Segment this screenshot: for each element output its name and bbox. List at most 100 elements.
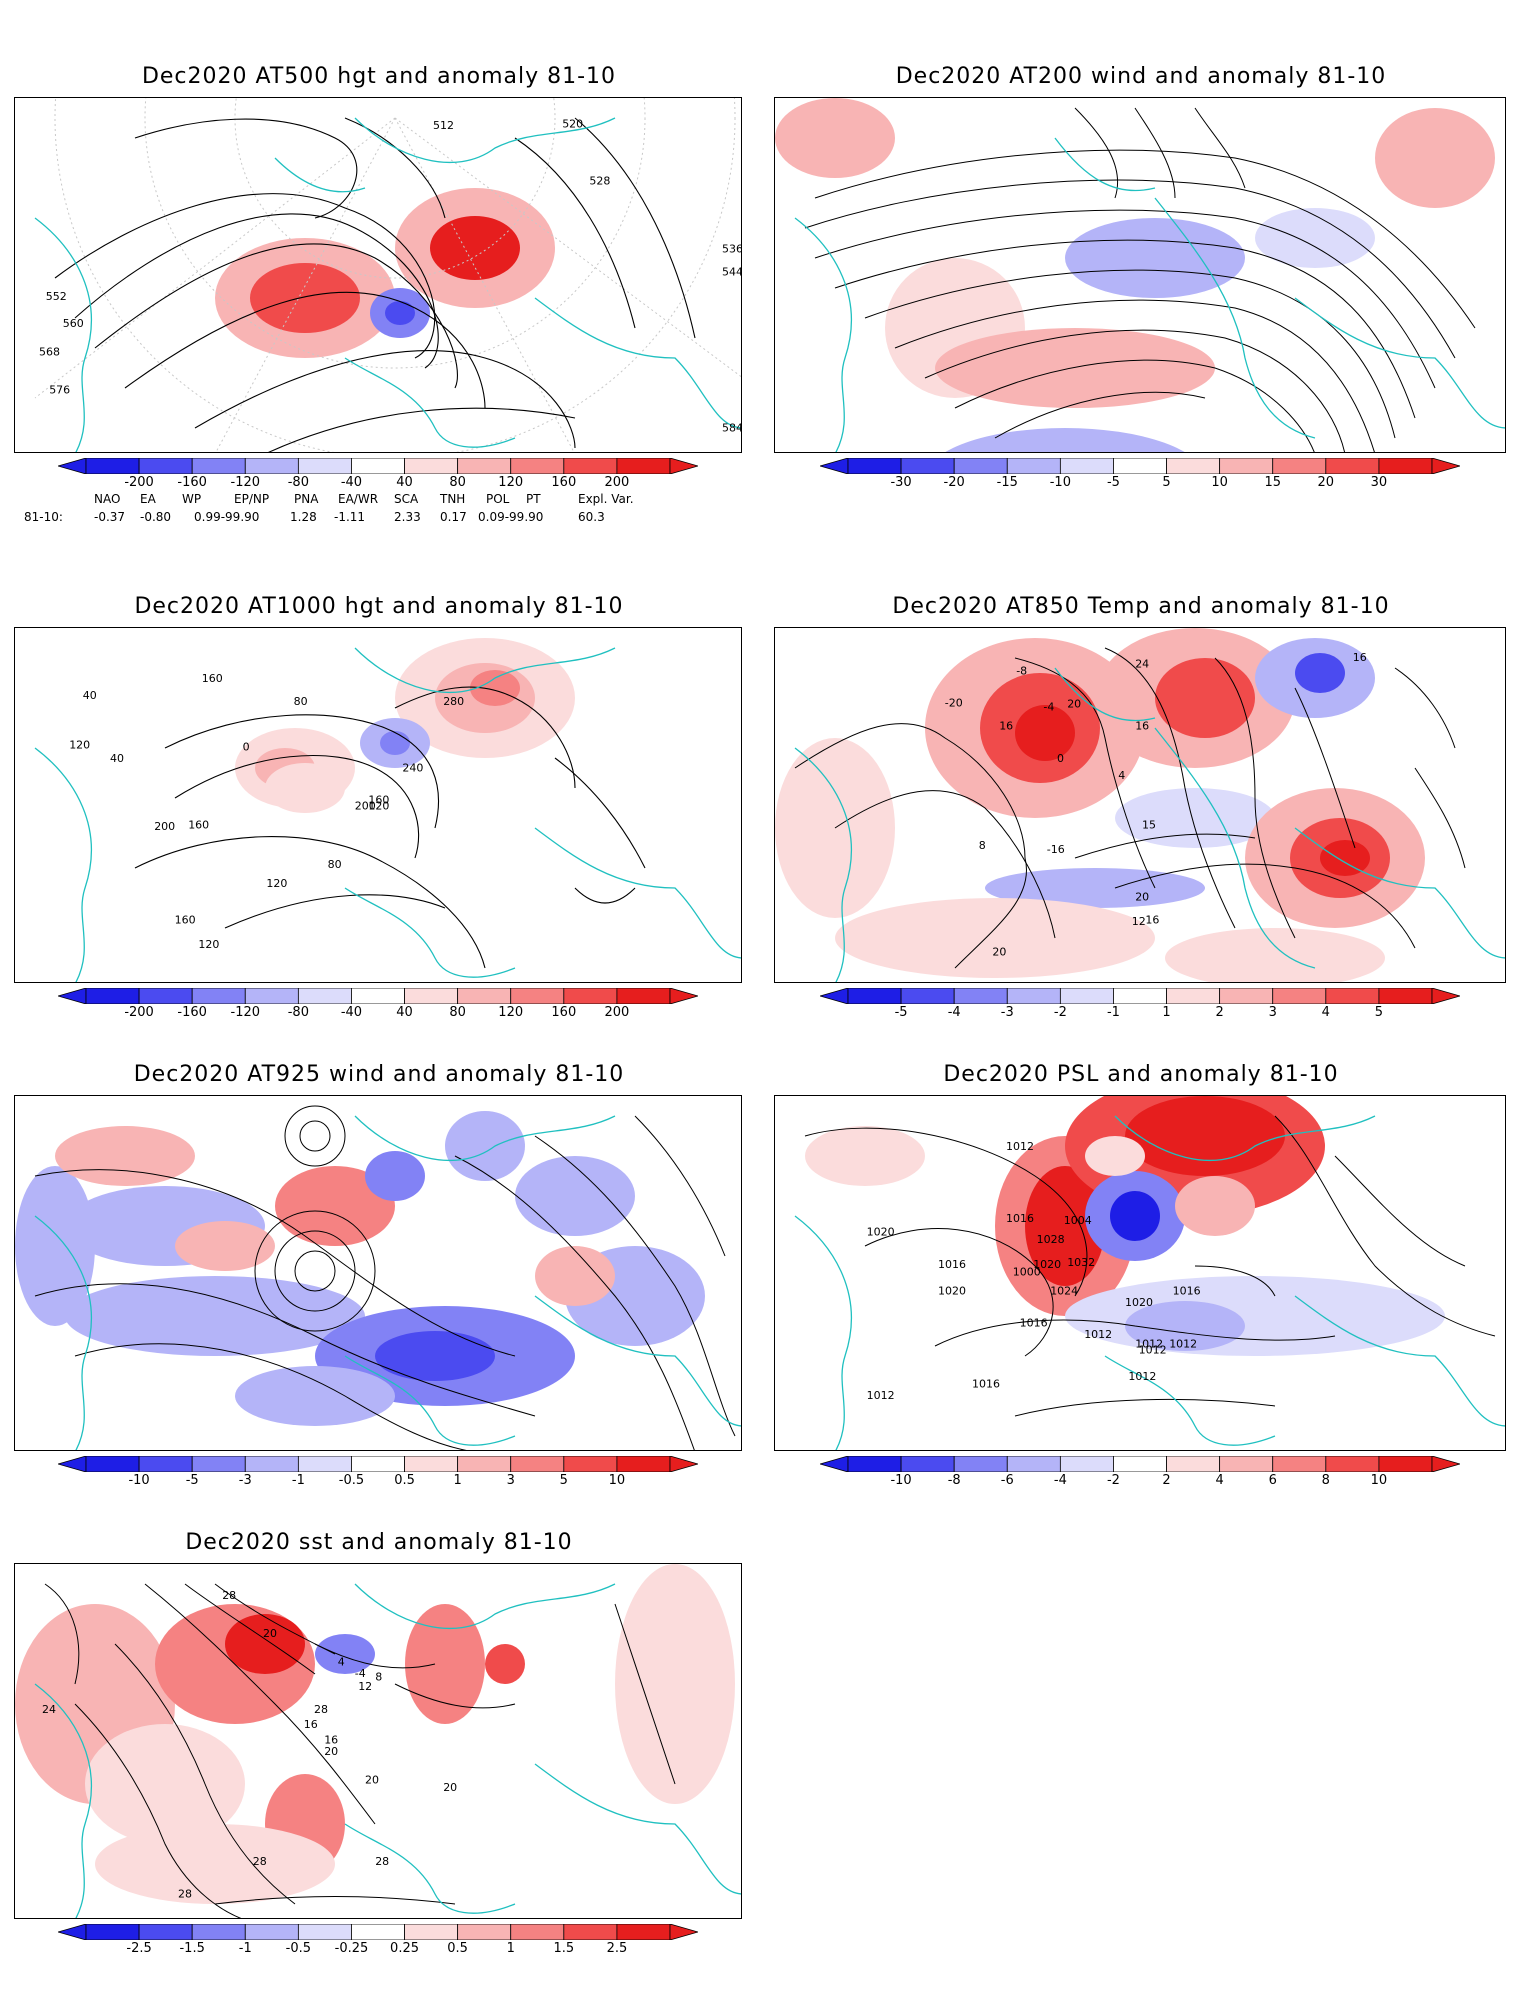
colorbar-segment <box>192 988 245 1004</box>
contour-label: 28 <box>375 1855 389 1868</box>
colorbar-label: 5 <box>560 1473 568 1488</box>
contour-label: 1020 <box>867 1226 895 1239</box>
contour-label: 520 <box>562 117 583 130</box>
colorbar-arrow-high <box>670 988 698 1004</box>
colorbar-segment <box>901 458 954 474</box>
colorbar-label: 40 <box>396 475 413 490</box>
contour-label: 1016 <box>938 1258 966 1271</box>
colorbar-arrow-low <box>820 988 848 1004</box>
colorbar-label: -10 <box>890 1473 911 1488</box>
contour-label: 120 <box>198 938 219 951</box>
colorbar-arrow-low <box>58 458 86 474</box>
colorbar-label: -4 <box>1054 1473 1067 1488</box>
colorbar-label: 4 <box>1322 1005 1330 1020</box>
teleconnection-header: EP/NP <box>234 492 269 506</box>
teleconnection-header: WP <box>182 492 201 506</box>
contour-label: 1016 <box>972 1378 1000 1391</box>
colorbar-segment <box>458 1924 511 1940</box>
contour-label: 560 <box>63 317 84 330</box>
colorbar-label: -8 <box>948 1473 961 1488</box>
colorbar-arrow-high <box>670 1456 698 1472</box>
teleconnection-value: -1.11 <box>334 510 365 524</box>
map-u925 <box>14 1095 742 1451</box>
colorbar-z500-svg <box>58 458 698 474</box>
colorbar-segment <box>1113 988 1166 1004</box>
contour-label: 80 <box>328 858 342 871</box>
map-svg-u925 <box>15 1096 742 1451</box>
contour-label: 240 <box>402 761 423 774</box>
colorbar-label: -5 <box>1107 475 1120 490</box>
contour-label: 40 <box>83 689 97 702</box>
teleconnection-header: NAO <box>94 492 120 506</box>
colorbar-segment <box>192 1924 245 1940</box>
colorbar-t850: -5 -4 -3 -2 -1 1 2 3 4 5 <box>820 988 1460 1004</box>
colorbar-segment <box>405 988 458 1004</box>
contour-label: 1004 <box>1064 1214 1092 1227</box>
colorbar-arrow-low <box>58 988 86 1004</box>
colorbar-u925: -10 -5 -3 -1 -0.5 0.5 1 3 5 10 <box>58 1456 698 1472</box>
colorbar-label: 160 <box>551 475 576 490</box>
contour-label: 15 <box>1142 818 1156 831</box>
contour-label: 28 <box>222 1589 236 1602</box>
colorbar-label: 20 <box>1318 475 1335 490</box>
map-psl: 1012 1016 1004 1020 1032 1028 1016 1000 1024 1020… <box>774 1095 1506 1451</box>
colorbar-segment <box>405 458 458 474</box>
colorbar-label: -80 <box>288 475 309 490</box>
contour-label: 280 <box>443 695 464 708</box>
colorbar-segment <box>86 1924 139 1940</box>
colorbar-label: 8 <box>1322 1473 1330 1488</box>
colorbar-label: -4 <box>948 1005 961 1020</box>
contour-label: 24 <box>1135 657 1149 670</box>
colorbar-label: -200 <box>124 1005 154 1020</box>
colorbar-z500: -200 -160 -120 -80 -40 40 80 120 160 200 <box>58 458 698 474</box>
colorbar-psl-svg <box>820 1456 1460 1472</box>
colorbar-label: 120 <box>498 475 523 490</box>
teleconnection-row-label: 81-10: <box>24 510 63 524</box>
colorbar-psl: -10 -8 -6 -4 -2 2 4 6 8 10 <box>820 1456 1460 1472</box>
colorbar-label: 200 <box>604 475 629 490</box>
colorbar-segment <box>245 988 298 1004</box>
contour-label: 16 <box>304 1718 318 1731</box>
colorbar-arrow-low <box>58 1456 86 1472</box>
colorbar-segment <box>1167 988 1220 1004</box>
colorbar-segment <box>1113 1456 1166 1472</box>
contour-label: 12 <box>1132 915 1146 928</box>
contour-label: 160 <box>188 818 209 831</box>
colorbar-label: -1 <box>239 1941 252 1956</box>
colorbar-segment <box>617 988 670 1004</box>
colorbar-segment <box>139 1456 192 1472</box>
colorbar-label: -200 <box>124 475 154 490</box>
colorbar-label: 10 <box>1211 475 1228 490</box>
colorbar-label: -1 <box>292 1473 305 1488</box>
contour-label: 1016 <box>1006 1212 1034 1225</box>
colorbar-segment <box>564 1456 617 1472</box>
teleconnection-header: SCA <box>394 492 418 506</box>
colorbar-label: -160 <box>177 475 207 490</box>
colorbar-segment <box>351 988 404 1004</box>
colorbar-label: 160 <box>551 1005 576 1020</box>
map-svg-t850: 16-8-20 -416 16041582012 16202420-16 <box>775 628 1506 983</box>
contour-label: 16 <box>1135 720 1149 733</box>
colorbar-label: 1 <box>453 1473 461 1488</box>
colorbar-segment <box>1326 1456 1379 1472</box>
map-z1000: 40 160 80 40 120 0 280 240 200 160 160 200 120 80 120 1… <box>14 627 742 983</box>
teleconnection-value: 1.28 <box>290 510 317 524</box>
colorbar-z1000: -200 -160 -120 -80 -40 40 80 120 160 200 <box>58 988 698 1004</box>
colorbar-t850-svg <box>820 988 1460 1004</box>
colorbar-label: 6 <box>1269 1473 1277 1488</box>
colorbar-arrow-high <box>670 1924 698 1940</box>
contour-label: 4 <box>338 1656 345 1669</box>
colorbar-label: -0.5 <box>339 1473 364 1488</box>
teleconnection-header: PNA <box>294 492 318 506</box>
colorbar-segment <box>564 1924 617 1940</box>
colorbar-label: -3 <box>239 1473 252 1488</box>
contour-label: -4 <box>355 1667 366 1680</box>
teleconnection-value: 0.09-99.90 <box>478 510 543 524</box>
colorbar-label: 120 <box>498 1005 523 1020</box>
contour-label: 8 <box>979 839 986 852</box>
colorbar-segment <box>511 988 564 1004</box>
teleconnection-value: 0.99-99.90 <box>194 510 259 524</box>
contour-label: 120 <box>368 799 389 812</box>
teleconnection-table: NAO EA WP EP/NP PNA EA/WR SCA TNH POL PT Expl. Var… <box>24 492 724 528</box>
contour-label: 1012 <box>1084 1328 1112 1341</box>
